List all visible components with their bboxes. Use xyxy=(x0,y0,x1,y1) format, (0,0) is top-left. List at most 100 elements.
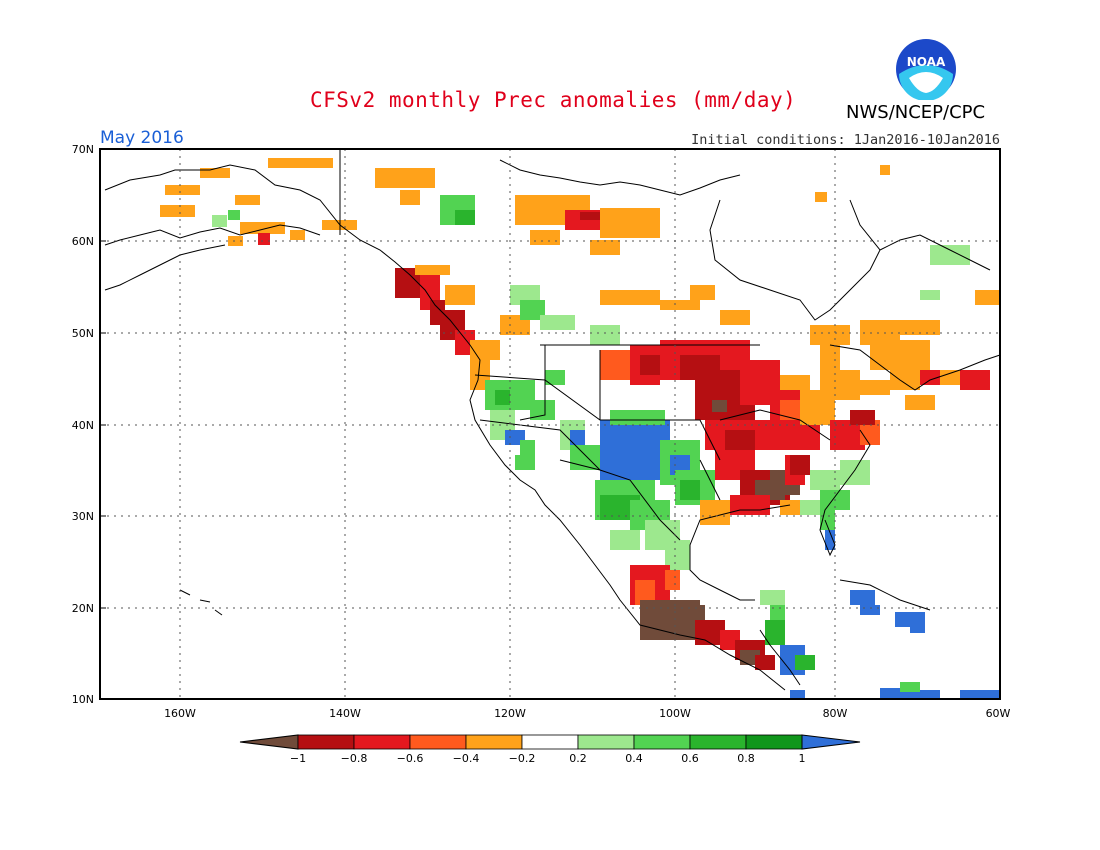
anomaly-cell xyxy=(920,370,940,385)
coast-line xyxy=(839,579,931,611)
anomaly-cell xyxy=(725,430,755,450)
coast-line xyxy=(104,224,321,246)
anomaly-cell xyxy=(290,230,305,240)
anomaly-cell xyxy=(160,205,195,217)
anomaly-cell xyxy=(780,400,800,420)
anomaly-cell xyxy=(680,480,700,500)
anomaly-cell xyxy=(900,320,940,335)
colorbar-low-arrow xyxy=(239,734,299,750)
anomaly-cell xyxy=(910,625,925,633)
anomaly-cell xyxy=(720,310,750,325)
lat-label: 30N xyxy=(72,510,94,523)
anomaly-cell xyxy=(212,215,227,227)
anomaly-cell xyxy=(780,375,810,390)
anomaly-cell xyxy=(790,690,805,699)
latitude-labels: 70N 60N 50N 40N 30N 20N 10N xyxy=(72,143,106,706)
anomaly-cell xyxy=(540,315,575,330)
coast-line xyxy=(709,199,881,321)
initial-conditions: Initial conditions: 1Jan2016-10Jan2016 xyxy=(691,132,1000,148)
anomaly-cell xyxy=(165,185,200,195)
longitude-labels: 160W 140W 120W 100W 80W 60W xyxy=(164,707,1010,720)
anomaly-cell xyxy=(545,370,565,385)
anomaly-cell xyxy=(975,290,1000,305)
anomaly-cell xyxy=(765,620,785,645)
anomaly-cell xyxy=(790,455,810,475)
anomaly-cell xyxy=(905,395,935,410)
lon-label: 80W xyxy=(823,707,848,720)
lat-label: 60N xyxy=(72,235,94,248)
anomaly-cell xyxy=(930,245,970,265)
colorbar-high-arrow xyxy=(801,734,861,750)
anomaly-cell xyxy=(258,233,270,245)
lat-label: 10N xyxy=(72,693,94,706)
colorbar-label: 0.6 xyxy=(681,752,699,765)
lon-label: 100W xyxy=(659,707,691,720)
colorbar: −1 −0.8 −0.6 −0.4 −0.2 0.2 0.4 0.6 0.8 1 xyxy=(239,734,861,765)
anomaly-cell xyxy=(228,236,243,246)
map-title: CFSv2 monthly Prec anomalies (mm/day) xyxy=(310,88,797,112)
anomaly-cell xyxy=(660,300,700,310)
anomaly-cell xyxy=(890,370,920,390)
anomaly-cell xyxy=(455,210,475,225)
colorbar-segment xyxy=(633,734,691,750)
colorbar-label: −0.2 xyxy=(509,752,536,765)
lat-label: 70N xyxy=(72,143,94,156)
anomaly-cell xyxy=(570,430,585,445)
lat-label: 50N xyxy=(72,327,94,340)
anomaly-cell xyxy=(880,165,890,175)
anomaly-cell xyxy=(870,340,930,370)
colorbar-segment xyxy=(409,734,467,750)
anomaly-cell xyxy=(960,370,990,390)
anomaly-cell xyxy=(610,530,640,550)
colorbar-label: 1 xyxy=(799,752,806,765)
anomaly-cell xyxy=(712,400,727,412)
coast-line xyxy=(879,234,991,271)
anomaly-cell xyxy=(880,688,920,699)
anomaly-cell xyxy=(730,495,770,515)
anomaly-cell xyxy=(515,455,535,470)
coast-line xyxy=(829,344,1001,391)
graticule xyxy=(100,149,1000,699)
anomaly-cell xyxy=(820,345,840,370)
anomaly-cell xyxy=(960,690,1000,699)
colorbar-segment xyxy=(353,734,411,750)
anomaly-cell xyxy=(825,520,835,550)
anomaly-cell xyxy=(268,158,333,168)
coastlines xyxy=(104,150,1001,691)
anomaly-cell xyxy=(820,505,835,530)
anomaly-cell xyxy=(495,390,510,405)
anomaly-cell xyxy=(860,605,880,615)
coast-line xyxy=(104,244,226,291)
colorbar-label: 0.8 xyxy=(737,752,755,765)
anomaly-cell xyxy=(600,290,660,305)
anomaly-cell xyxy=(840,460,870,485)
lat-label: 40N xyxy=(72,419,94,432)
anomaly-cell xyxy=(700,500,730,525)
coast-line xyxy=(104,164,786,691)
colorbar-label: −0.6 xyxy=(397,752,424,765)
colorbar-label: −1 xyxy=(290,752,306,765)
colorbar-segment xyxy=(465,734,523,750)
lon-label: 140W xyxy=(329,707,361,720)
anomaly-cell xyxy=(600,208,660,238)
anomaly-cell xyxy=(590,325,620,345)
colorbar-label: −0.8 xyxy=(341,752,368,765)
map-frame xyxy=(99,148,1001,700)
anomaly-cell xyxy=(795,655,815,670)
anomaly-cell xyxy=(755,655,775,670)
anomaly-cell xyxy=(895,612,925,627)
anomaly-cell xyxy=(900,682,920,692)
colorbar-label: 0.4 xyxy=(625,752,643,765)
colorbar-label: −0.4 xyxy=(453,752,480,765)
anomaly-cell xyxy=(920,690,940,699)
colorbar-segment xyxy=(689,734,747,750)
anomaly-cell xyxy=(640,355,665,375)
colorbar-segment xyxy=(297,734,355,750)
colorbar-label: 0.2 xyxy=(569,752,587,765)
anomaly-cell xyxy=(580,212,600,220)
anomaly-cell xyxy=(920,290,940,300)
coast-line xyxy=(179,589,223,616)
agency-label: NWS/NCEP/CPC xyxy=(846,102,986,123)
coast-line xyxy=(689,504,791,601)
colorbar-segment xyxy=(577,734,635,750)
